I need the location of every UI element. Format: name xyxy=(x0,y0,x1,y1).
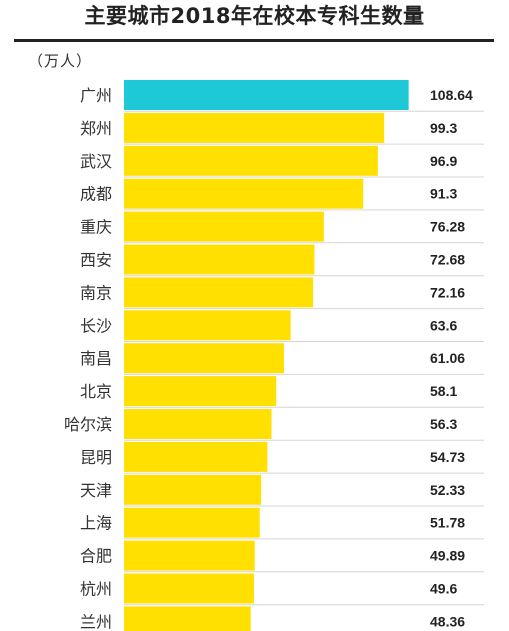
title-rule xyxy=(14,39,494,42)
value-label: 72.68 xyxy=(430,252,465,268)
value-label: 52.33 xyxy=(430,482,465,498)
bar xyxy=(124,343,284,374)
category-label: 上海 xyxy=(80,514,112,533)
bar xyxy=(124,211,324,242)
value-label: 63.6 xyxy=(430,317,457,333)
bar xyxy=(124,80,409,110)
value-label: 49.89 xyxy=(430,548,465,564)
bar xyxy=(124,474,262,505)
bar xyxy=(124,277,314,308)
bar xyxy=(124,606,251,631)
category-label: 长沙 xyxy=(80,316,112,335)
category-label: 南京 xyxy=(80,283,112,302)
bar xyxy=(124,409,272,439)
category-label: 重庆 xyxy=(80,218,112,237)
bar xyxy=(124,573,254,604)
category-label: 天津 xyxy=(80,481,112,500)
category-label: 南昌 xyxy=(80,349,112,368)
value-label: 61.06 xyxy=(430,350,465,366)
value-label: 51.78 xyxy=(430,515,465,531)
value-label: 54.73 xyxy=(430,449,465,465)
value-label: 72.16 xyxy=(430,284,465,300)
bar xyxy=(124,540,255,571)
value-label: 99.3 xyxy=(430,120,457,136)
value-label: 76.28 xyxy=(430,219,465,235)
bar xyxy=(124,112,385,143)
value-label: 48.36 xyxy=(430,613,465,629)
category-label: 西安 xyxy=(80,251,112,270)
bar xyxy=(124,244,315,275)
category-label: 广州 xyxy=(80,86,112,105)
category-label: 哈尔滨 xyxy=(64,415,112,434)
value-label: 58.1 xyxy=(430,383,457,399)
value-label: 91.3 xyxy=(430,186,457,202)
bar xyxy=(124,376,277,407)
category-label: 兰州 xyxy=(80,612,112,631)
category-label: 昆明 xyxy=(80,448,112,467)
bar xyxy=(124,441,268,472)
category-label: 郑州 xyxy=(80,119,112,138)
category-label: 合肥 xyxy=(80,547,112,566)
value-label: 49.6 xyxy=(430,581,457,597)
value-label: 96.9 xyxy=(430,153,457,169)
unit-label: （万人） xyxy=(28,52,93,70)
category-label: 北京 xyxy=(80,382,112,401)
value-label: 56.3 xyxy=(430,416,457,432)
value-label: 108.64 xyxy=(430,87,473,103)
chart-title: 主要城市2018年在校本专科生数量 xyxy=(84,4,425,28)
bar xyxy=(124,507,260,538)
bar xyxy=(124,310,291,341)
bar xyxy=(124,178,364,209)
bar xyxy=(124,145,378,176)
category-label: 武汉 xyxy=(80,152,112,171)
category-label: 杭州 xyxy=(80,580,112,599)
category-label: 成都 xyxy=(80,185,112,204)
